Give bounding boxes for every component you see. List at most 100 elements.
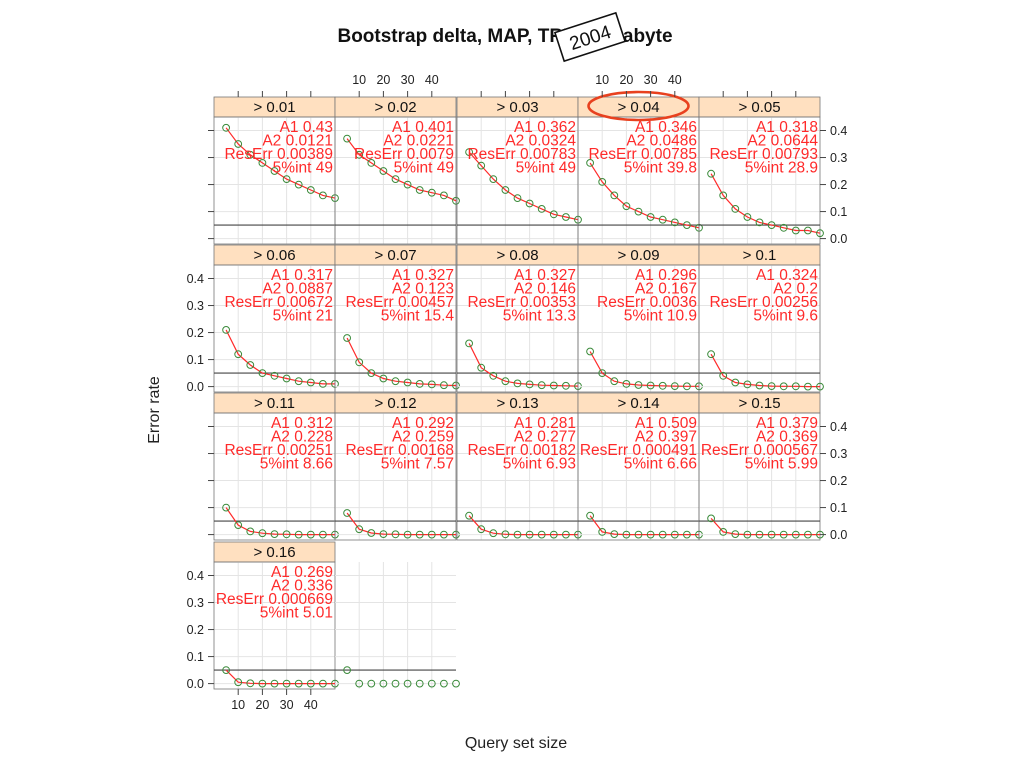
data-point (427, 530, 436, 539)
y-axis-label: Error rate (146, 376, 163, 444)
data-point (379, 679, 388, 688)
annotation-reserr: ResErr 0.0079 (354, 146, 454, 163)
data-point (222, 123, 231, 132)
annotation-reserr: ResErr 0.00783 (467, 146, 576, 163)
data-point (294, 679, 303, 688)
data-point (355, 525, 364, 534)
data-point (355, 679, 364, 688)
fit-line (346, 138, 457, 202)
annotation-a2: A2 0.0221 (383, 133, 454, 150)
data-point (234, 140, 243, 148)
y-tick-label: 0.2 (187, 623, 204, 637)
data-point (598, 369, 607, 378)
annotation-a2: A2 0.167 (635, 281, 697, 298)
data-point (707, 350, 715, 359)
panel-frame (213, 561, 336, 690)
data-point (707, 514, 715, 523)
data-point (477, 525, 486, 534)
data-point (258, 679, 267, 688)
data-point (222, 326, 231, 334)
data-point (816, 382, 824, 391)
data-point (222, 666, 231, 674)
fit-line (710, 353, 820, 388)
data-point (525, 380, 534, 389)
data-point (646, 213, 655, 221)
annotation-a2: A2 0.0486 (626, 133, 697, 150)
annotation-a1: A1 0.312 (271, 415, 333, 432)
fit-line (225, 669, 335, 685)
annotation-a1: A1 0.401 (392, 119, 454, 136)
annotation-a1: A1 0.327 (392, 267, 454, 284)
data-point (646, 530, 655, 539)
fit-line (346, 337, 457, 387)
annotation-int5: 5%int 5.01 (260, 605, 333, 622)
fit-line (225, 127, 336, 199)
panel-frame (334, 412, 457, 541)
data-point (562, 381, 570, 390)
data-point (537, 381, 546, 390)
panel-strip-label: > 0.12 (374, 395, 416, 412)
data-point (804, 382, 812, 391)
data-point (452, 196, 460, 205)
data-point (513, 379, 522, 388)
annotation-a2: A2 0.228 (271, 429, 333, 446)
data-point (306, 186, 315, 194)
y-tick-label: 0.0 (830, 232, 847, 246)
data-point (415, 380, 424, 388)
data-point (465, 148, 474, 157)
data-point (343, 334, 352, 342)
annotation-int5: 5%int 28.9 (745, 160, 818, 177)
annotation-int5: 5%int 6.93 (503, 456, 576, 473)
annotation-reserr: ResErr 0.00793 (709, 146, 818, 163)
data-point (452, 381, 460, 390)
annotation-reserr: ResErr 0.00457 (345, 294, 454, 311)
panel-strip-label: > 0.05 (738, 99, 780, 116)
data-point (403, 530, 412, 539)
fit-line (225, 507, 335, 536)
year-stamp-box (553, 11, 627, 63)
data-point (234, 350, 243, 359)
data-point (367, 159, 376, 167)
annotation-reserr: ResErr 0.00168 (345, 442, 454, 459)
data-point (270, 371, 279, 380)
data-point (804, 530, 812, 539)
data-point (622, 202, 631, 211)
data-point (646, 381, 655, 390)
annotation-reserr: ResErr 0.0036 (597, 294, 697, 311)
fit-line (589, 162, 700, 229)
annotation-int5: 5%int 39.8 (624, 160, 697, 177)
fit-line (589, 351, 699, 387)
data-point (513, 194, 522, 203)
data-point (622, 380, 631, 388)
annotation-a1: A1 0.317 (271, 267, 333, 284)
data-point (246, 527, 255, 536)
x-tick-label: 40 (425, 73, 439, 87)
data-point (234, 678, 243, 687)
data-point (440, 530, 448, 539)
panel-frame (334, 116, 457, 245)
data-point (379, 167, 388, 175)
data-point (683, 221, 691, 230)
data-point (501, 186, 510, 194)
data-point (294, 530, 303, 539)
highlight-ellipse (587, 90, 690, 122)
y-tick-label: 0.3 (830, 447, 847, 461)
data-point (743, 380, 752, 389)
panel-strip-label: > 0.08 (496, 247, 538, 264)
annotation-a2: A2 0.259 (392, 429, 454, 446)
data-point (549, 210, 558, 219)
data-point (816, 229, 824, 238)
data-point (367, 529, 376, 537)
annotation-a2: A2 0.0887 (262, 281, 333, 298)
panel-strip-label: > 0.06 (253, 247, 295, 264)
x-tick-label: 10 (231, 698, 245, 712)
annotation-reserr: ResErr 0.00785 (588, 146, 697, 163)
data-point (391, 530, 400, 539)
data-point (477, 363, 486, 372)
data-point (731, 205, 740, 213)
fit-line (346, 512, 456, 536)
